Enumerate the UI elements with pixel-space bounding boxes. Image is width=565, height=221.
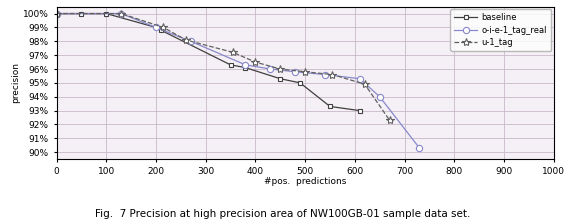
u-1_tag bbox=[386, 119, 393, 122]
u-1_tag bbox=[53, 12, 60, 15]
u-1_tag bbox=[252, 61, 259, 63]
Line: u-1_tag: u-1_tag bbox=[53, 10, 394, 124]
o-i-e-1_tag_real bbox=[376, 95, 383, 98]
u-1_tag bbox=[118, 12, 124, 15]
u-1_tag bbox=[229, 51, 236, 54]
Text: Fig.  7 Precision at high precision area of NW100GB-01 sample data set.: Fig. 7 Precision at high precision area … bbox=[95, 209, 470, 219]
u-1_tag bbox=[277, 68, 284, 70]
o-i-e-1_tag_real bbox=[267, 68, 273, 70]
o-i-e-1_tag_real bbox=[118, 12, 124, 15]
o-i-e-1_tag_real bbox=[53, 12, 60, 15]
baseline bbox=[153, 26, 159, 29]
Line: baseline: baseline bbox=[54, 11, 362, 113]
o-i-e-1_tag_real bbox=[357, 77, 363, 80]
u-1_tag bbox=[362, 83, 368, 86]
baseline bbox=[78, 12, 85, 15]
Legend: baseline, o-i-e-1_tag_real, u-1_tag: baseline, o-i-e-1_tag_real, u-1_tag bbox=[450, 9, 551, 51]
o-i-e-1_tag_real bbox=[416, 147, 423, 149]
Y-axis label: precision: precision bbox=[11, 62, 20, 103]
baseline bbox=[242, 66, 249, 69]
o-i-e-1_tag_real bbox=[242, 63, 249, 66]
u-1_tag bbox=[329, 73, 336, 76]
baseline bbox=[297, 82, 303, 84]
u-1_tag bbox=[160, 26, 167, 29]
X-axis label: #pos.  predictions: #pos. predictions bbox=[264, 177, 346, 186]
baseline bbox=[103, 12, 110, 15]
baseline bbox=[357, 109, 363, 112]
o-i-e-1_tag_real bbox=[188, 40, 194, 43]
baseline bbox=[158, 29, 164, 32]
baseline bbox=[53, 12, 60, 15]
o-i-e-1_tag_real bbox=[292, 70, 298, 73]
o-i-e-1_tag_real bbox=[321, 73, 328, 76]
baseline bbox=[327, 105, 333, 108]
baseline bbox=[227, 63, 234, 66]
u-1_tag bbox=[302, 70, 308, 73]
baseline bbox=[277, 77, 284, 80]
u-1_tag bbox=[182, 39, 189, 41]
o-i-e-1_tag_real bbox=[153, 26, 159, 29]
Line: o-i-e-1_tag_real: o-i-e-1_tag_real bbox=[53, 10, 423, 151]
